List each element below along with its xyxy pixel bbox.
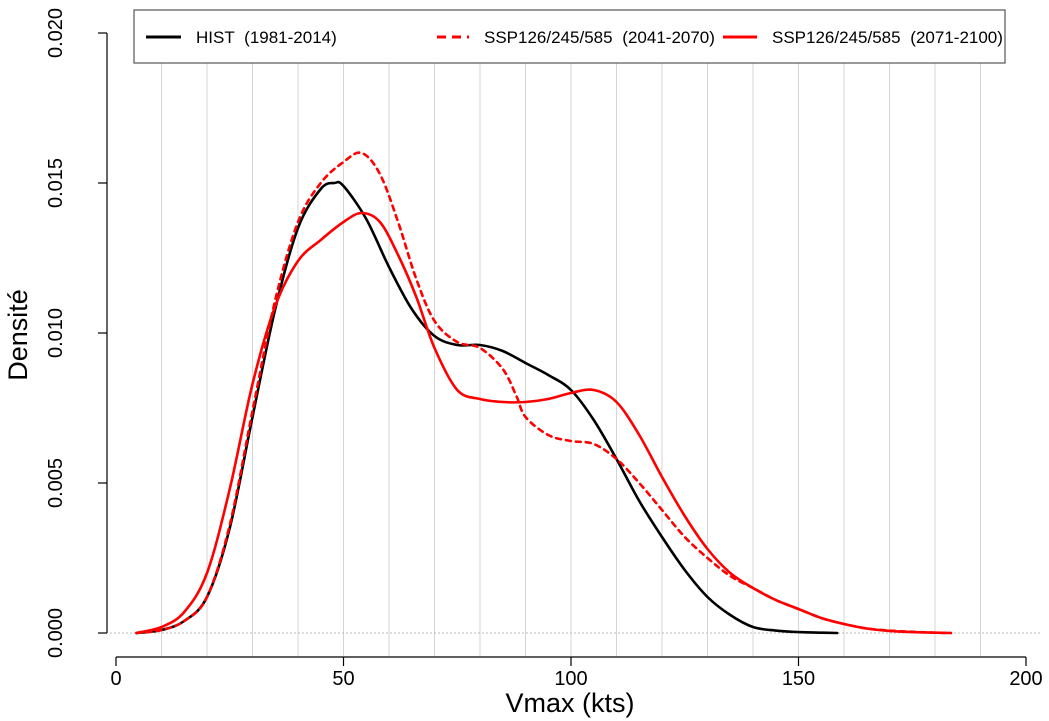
legend-label-ssp-mid: SSP126/245/585 <box>484 28 613 47</box>
grid-layer <box>110 10 1040 656</box>
legend-label-hist: HIST <box>196 28 234 47</box>
legend: HIST (1981-2014) SSP126/245/585 (2041-20… <box>133 9 1006 64</box>
legend-period-hist: (1981-2014) <box>244 28 337 47</box>
x-tick-label-0: 0 <box>110 668 121 690</box>
series-line-hist <box>135 180 839 635</box>
x-tick-label-50: 50 <box>332 668 354 690</box>
y-axis-title: Densité <box>3 289 33 381</box>
legend-entry-ssp-mid: SSP126/245/585 (2041-2070) <box>484 28 715 47</box>
x-tick-label-150: 150 <box>782 668 815 690</box>
y-tick-label-2: 0.010 <box>45 308 67 358</box>
y-tick-label-1: 0.005 <box>45 458 67 508</box>
y-tick-label-3: 0.015 <box>45 158 67 208</box>
legend-entry-ssp-end: SSP126/245/585 (2071-2100) <box>772 28 1003 47</box>
x-tick-label-100: 100 <box>554 668 587 690</box>
x-tick-label-200: 200 <box>1009 668 1042 690</box>
legend-label-ssp-end: SSP126/245/585 <box>772 28 901 47</box>
legend-period-ssp-end: (2071-2100) <box>910 28 1003 47</box>
series-layer <box>135 151 953 635</box>
legend-box <box>133 9 1006 64</box>
series-line-ssp_mid <box>135 151 953 635</box>
y-tick-label-4: 0.020 <box>45 8 67 58</box>
legend-period-ssp-mid: (2041-2070) <box>622 28 715 47</box>
axes-layer: 0 50 100 150 200 0.000 0.005 0.010 0.015 0.020 <box>45 8 1043 690</box>
series-line-ssp_end <box>135 211 953 635</box>
x-axis-title: Vmax (kts) <box>505 688 634 718</box>
y-tick-label-0: 0.000 <box>45 608 67 658</box>
legend-entry-hist: HIST (1981-2014) <box>196 28 337 47</box>
